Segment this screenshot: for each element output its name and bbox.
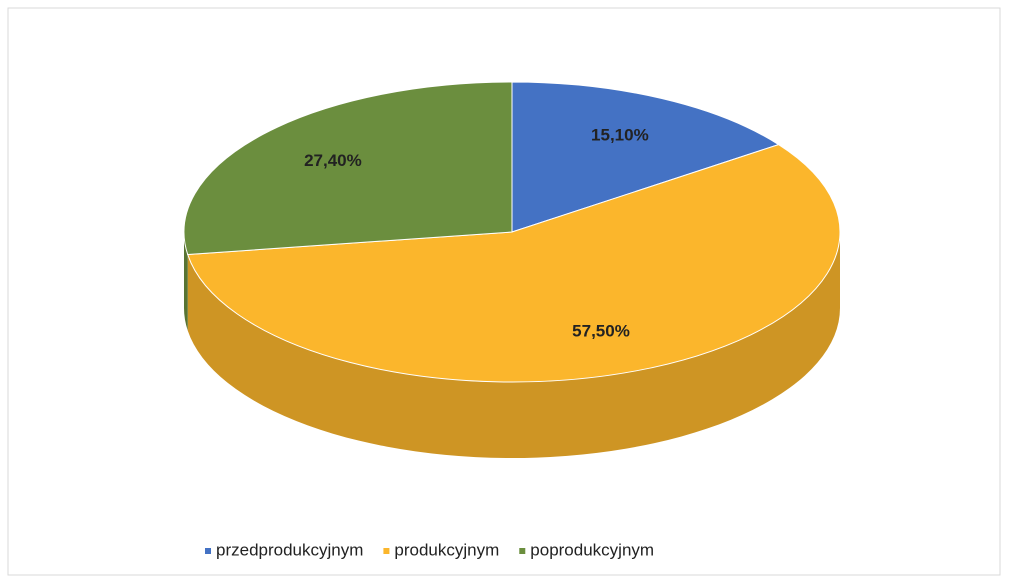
legend-marker xyxy=(383,548,390,554)
pie-side xyxy=(187,232,840,458)
data-label: 15,10% xyxy=(591,125,649,144)
legend-label: poprodukcyjnym xyxy=(530,540,654,559)
pie-side xyxy=(184,232,188,331)
data-label: 57,50% xyxy=(572,322,630,341)
pie-slice xyxy=(187,144,841,383)
legend-marker xyxy=(519,548,526,554)
legend-label: produkcyjnym xyxy=(394,540,499,559)
legend-label: przedprodukcyjnym xyxy=(216,540,363,559)
data-label: 27,40% xyxy=(304,151,362,170)
legend-marker xyxy=(205,548,211,554)
pie-slice xyxy=(183,81,513,256)
pie-slice xyxy=(511,81,780,233)
